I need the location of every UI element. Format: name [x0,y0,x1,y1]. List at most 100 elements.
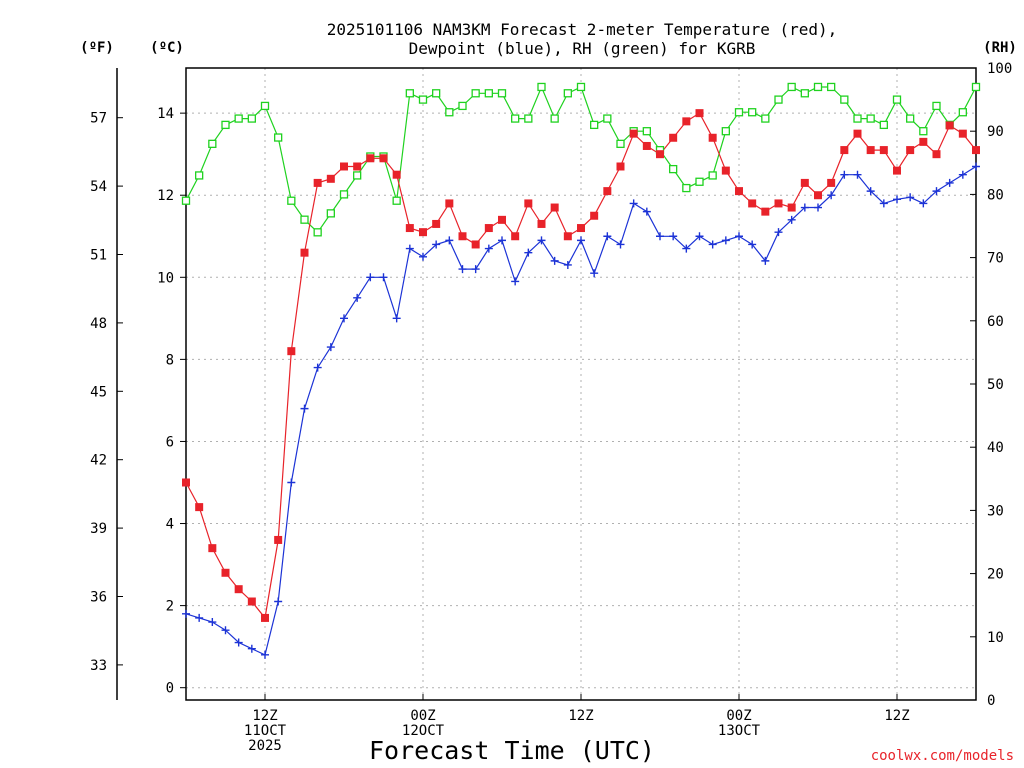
temperature-marker-44 [761,207,770,216]
dewpoint-marker-14 [366,273,375,282]
rh-tick-label-5: 50 [987,377,1004,393]
rh-marker-35 [642,127,651,136]
temperature-marker-3 [221,568,230,577]
x-tick-label-1-1: 12OCT [402,723,445,739]
dewpoint-marker-43 [748,240,757,249]
dewpoint-marker-48 [814,203,822,212]
temperature-marker-8 [287,347,296,356]
temperature-marker-20 [445,199,454,208]
celsius-tick-label-5: 10 [157,270,174,286]
temperature-marker-21 [458,232,467,241]
rh-marker-27 [537,82,546,92]
rh-marker-59 [958,108,967,117]
rh-marker-38 [682,183,691,193]
dewpoint-marker-57 [932,187,941,196]
temperature-marker-30 [577,224,585,233]
dewpoint-marker-40 [708,240,717,249]
temperature-marker-54 [893,166,901,175]
rh-marker-13 [353,171,362,180]
temperature-marker-0 [182,478,190,487]
dewpoint-marker-19 [432,240,441,249]
rh-marker-54 [892,95,902,104]
dewpoint-marker-3 [221,626,230,635]
dewpoint-marker-37 [669,232,678,241]
celsius-tick-label-3: 6 [166,434,174,450]
rh-marker-19 [432,89,441,98]
temperature-marker-41 [721,166,730,175]
temperature-marker-31 [590,211,599,220]
fahrenheit-tick-label-1: 36 [90,589,107,605]
temperature-marker-29 [563,232,572,241]
temperature-marker-34 [629,129,638,138]
dewpoint-marker-38 [682,244,691,253]
rh-marker-52 [866,114,875,123]
rh-marker-21 [458,101,467,111]
dewpoint-marker-18 [419,252,427,261]
rh-tick-label-10: 100 [987,61,1012,77]
rh-marker-56 [919,127,928,136]
rh-tick-label-9: 90 [987,124,1004,140]
temperature-marker-51 [853,129,862,138]
dewpoint-marker-41 [721,236,730,245]
dewpoint-marker-23 [484,244,493,253]
rh-marker-0 [181,196,191,205]
dewpoint-marker-10 [313,363,322,372]
rh-marker-60 [971,82,981,92]
rh-marker-3 [221,120,230,130]
dewpoint-marker-25 [511,277,520,286]
x-tick-label-3-1: 13OCT [718,723,761,739]
rh-marker-11 [326,209,335,218]
temperature-marker-46 [787,203,796,212]
rh-marker-31 [590,120,599,130]
dewpoint-marker-58 [945,178,954,187]
temperature-marker-14 [366,154,375,163]
dewpoint-marker-30 [577,236,585,245]
celsius-tick-label-6: 12 [157,188,174,204]
rh-marker-9 [300,215,309,224]
credit-text: coolwx.com/models [871,748,1014,764]
rh-marker-26 [524,114,533,123]
rh-marker-29 [563,89,572,98]
temperature-marker-10 [313,178,322,187]
temperature-marker-12 [340,162,348,171]
rh-marker-51 [853,114,862,123]
temperature-marker-47 [800,178,809,187]
rh-marker-43 [748,108,757,117]
temperature-marker-35 [642,141,651,150]
rh-tick-label-4: 40 [987,440,1004,456]
temperature-marker-2 [208,544,217,553]
temperature-marker-37 [669,133,678,142]
dewpoint-marker-16 [392,314,401,323]
rh-marker-5 [247,114,256,123]
rh-tick-label-3: 30 [987,503,1004,519]
temperature-marker-60 [972,146,980,155]
temperature-marker-38 [682,117,691,126]
temperature-marker-6 [261,613,269,622]
rh-marker-57 [932,101,941,111]
temperature-marker-36 [656,150,664,159]
dewpoint-marker-13 [353,293,362,302]
temperature-marker-26 [524,199,533,208]
fahrenheit-tick-label-5: 48 [90,316,107,332]
dewpoint-marker-46 [787,215,796,224]
temperature-marker-56 [919,137,928,146]
temperature-marker-49 [827,178,836,187]
temperature-marker-33 [616,162,625,171]
temperature-marker-11 [326,174,335,183]
temperature-marker-59 [958,129,967,138]
axes [116,67,977,701]
celsius-tick-label-0: 0 [166,681,174,697]
temperature-marker-27 [537,219,546,228]
rh-marker-50 [840,95,849,104]
temperature-marker-50 [840,146,849,155]
fahrenheit-tick-label-2: 39 [90,521,107,537]
rh-marker-32 [603,114,612,123]
dewpoint-marker-42 [735,232,743,241]
temperature-marker-17 [405,224,414,233]
dewpoint-marker-6 [261,650,269,659]
fahrenheit-tick-label-3: 42 [90,453,107,469]
temperature-marker-1 [195,503,204,512]
x-tick-label-0-0: 12Z [252,708,277,724]
temperature-marker-5 [247,597,256,606]
